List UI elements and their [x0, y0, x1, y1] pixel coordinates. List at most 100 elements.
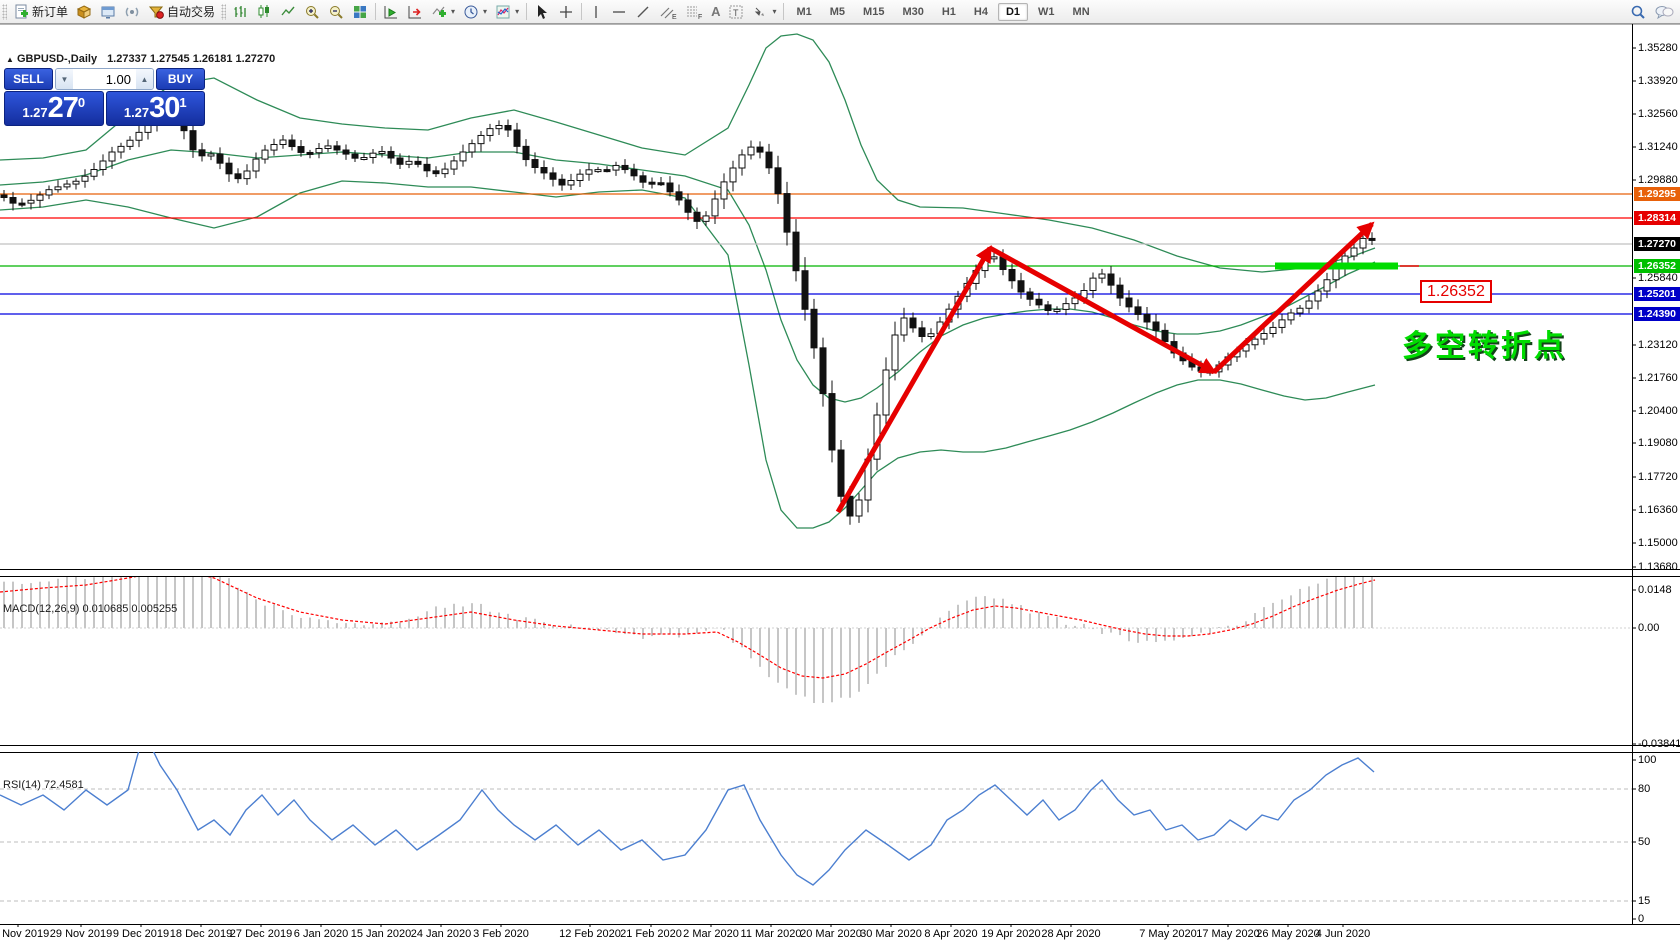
chat-icon[interactable] [1654, 4, 1674, 20]
price-line-badge: 1.24390 [1634, 307, 1680, 321]
fibonacci-icon: F [687, 6, 702, 20]
zoom-in-button[interactable] [300, 3, 324, 21]
sell-price-pip: 0 [77, 95, 86, 110]
label-tool-button[interactable]: T [724, 3, 748, 21]
search-icon[interactable] [1630, 4, 1646, 20]
chart-shift-button[interactable] [403, 3, 427, 21]
date-tick-label: 7 May 2020 [1139, 928, 1197, 940]
date-tick-label: 24 Jan 2020 [410, 928, 472, 940]
price-tick-label: 1.16360 [1638, 504, 1678, 516]
macd-tick-label: 0.0148 [1638, 584, 1672, 596]
timeframe-mn[interactable]: MN [1072, 5, 1090, 18]
timeframe-h1[interactable]: H1 [941, 5, 956, 18]
volume-decrease-button[interactable]: ▼ [56, 69, 73, 89]
date-tick-label: 9 Dec 2019 [112, 928, 170, 940]
fibonacci-tool-button[interactable]: F [681, 3, 707, 21]
template-button[interactable]: ▾ [491, 3, 523, 21]
volume-input[interactable] [73, 69, 136, 89]
vline-tool-button[interactable] [585, 3, 607, 21]
date-tick-label: 15 Jan 2020 [350, 928, 412, 940]
sell-button[interactable]: SELL [4, 68, 53, 90]
timeframe-d1[interactable]: D1 [997, 2, 1029, 21]
new-order-icon [15, 4, 28, 18]
price-tick-label: 1.35280 [1638, 42, 1678, 54]
sell-price-button[interactable]: 1.27 27 0 [4, 91, 104, 126]
tile-windows-button[interactable] [348, 3, 372, 21]
price-tick-label: 1.29880 [1638, 174, 1678, 186]
cn-annotation-text[interactable]: 多空转折点 [1402, 330, 1567, 363]
hline-tool-button[interactable] [607, 3, 631, 21]
price-tick-label: 1.19080 [1638, 437, 1678, 449]
terminal-button[interactable] [96, 3, 120, 21]
timeframe-m30[interactable]: M30 [902, 5, 924, 18]
symbol-period-label: GBPUSD-,Daily [16, 53, 98, 65]
dropdown-caret-icon: ▾ [451, 7, 456, 16]
indicators-button[interactable]: ▾ [427, 3, 459, 21]
timeframe-h4[interactable]: H4 [973, 5, 988, 18]
svg-text:E: E [672, 14, 677, 20]
svg-text:F: F [698, 14, 702, 20]
periods-button[interactable]: ▾ [459, 3, 491, 21]
autotrade-button[interactable]: 自动交易 [144, 3, 219, 21]
tile-windows-icon [354, 5, 367, 18]
timeframe-m5[interactable]: M5 [829, 5, 846, 18]
toolbar-grip[interactable] [221, 3, 227, 20]
autotrade-icon [148, 6, 164, 19]
vertical-line-icon [595, 5, 597, 18]
clock-icon [464, 5, 478, 18]
autotrade-label: 自动交易 [167, 5, 216, 19]
price-tick-label: 1.23120 [1638, 339, 1678, 351]
timeframe-m1[interactable]: M1 [796, 5, 812, 18]
price-tick-label: 1.15000 [1638, 537, 1678, 549]
buy-price-prefix: 1.27 [123, 105, 150, 120]
terminal-icon [101, 6, 115, 18]
crosshair-icon [560, 5, 573, 18]
trendline-tool-button[interactable] [631, 3, 655, 21]
buy-price-button[interactable]: 1.27 30 1 [105, 91, 205, 126]
date-tick-label: 20 Mar 2020 [800, 928, 862, 940]
one-click-trading-panel: SELL ▼ ▲ BUY 1.27 27 0 1.27 30 1 [4, 68, 205, 126]
rsi-tick-label: 0 [1638, 913, 1645, 925]
chart-window[interactable]: ▲ GBPUSD-,Daily 1.27337 1.27545 1.26181 … [0, 24, 1680, 943]
chart-bars-button[interactable] [228, 3, 252, 21]
price-tick-label: 1.21760 [1638, 372, 1678, 384]
toolbar-grip[interactable] [2, 3, 7, 20]
zoom-out-button[interactable] [324, 3, 348, 21]
cursor-tool-button[interactable] [530, 3, 554, 21]
bar-chart-icon [234, 5, 246, 17]
channel-tool-button[interactable]: E [655, 3, 681, 21]
crosshair-tool-button[interactable] [554, 3, 578, 21]
date-tick-label: 27 Dec 2019 [229, 928, 293, 940]
timeframe-m15[interactable]: M15 [863, 5, 885, 18]
collapse-triangle-icon[interactable]: ▲ [6, 55, 14, 64]
price-line-badge: 1.29295 [1634, 187, 1680, 201]
price-line-badge: 1.26352 [1634, 259, 1680, 273]
chart-canvas[interactable] [0, 24, 1680, 943]
signal-button[interactable] [120, 3, 144, 21]
buy-price-big: 30 [149, 92, 180, 124]
dropdown-caret-icon: ▾ [515, 7, 520, 16]
timeframe-w1[interactable]: W1 [1038, 5, 1055, 18]
buy-button[interactable]: BUY [156, 68, 205, 90]
volume-increase-button[interactable]: ▲ [136, 69, 153, 89]
auto-scroll-button[interactable] [379, 3, 403, 21]
cube-button[interactable] [72, 3, 96, 21]
chart-candles-button[interactable] [252, 3, 276, 21]
price-level-callout[interactable]: 1.26352 [1420, 280, 1492, 303]
rsi-tick-label: 15 [1638, 895, 1651, 907]
price-line-badge: 1.27270 [1634, 237, 1680, 251]
rsi-tick-label: 100 [1638, 754, 1657, 766]
text-tool-button[interactable]: A [707, 3, 724, 21]
trendline-icon [637, 6, 649, 17]
arrows-tool-button[interactable]: ▾ [748, 3, 780, 21]
main-toolbar: 新订单 自动交易 [0, 0, 1680, 24]
date-tick-label: 21 Feb 2020 [620, 928, 682, 940]
chart-line-button[interactable] [276, 3, 300, 21]
new-order-button[interactable]: 新订单 [9, 3, 72, 21]
arrow-objects-icon [755, 7, 765, 16]
date-tick-label: 8 Apr 2020 [924, 928, 978, 940]
date-tick-label: 19 Apr 2020 [981, 928, 1041, 940]
timeframe-group: M1 M5 M15 M30 H1 H4 D1 W1 MN [787, 2, 1098, 21]
date-tick-label: 12 Feb 2020 [559, 928, 621, 940]
